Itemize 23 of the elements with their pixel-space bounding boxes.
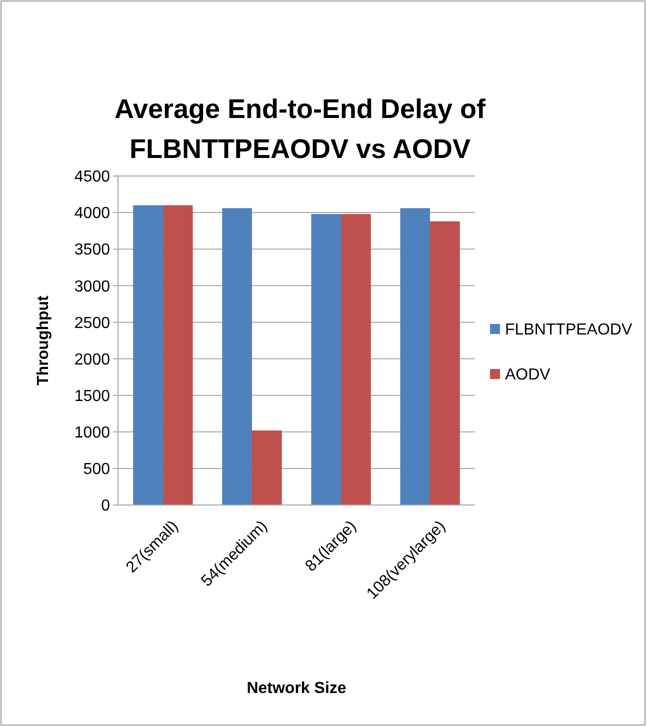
y-tick-label: 2500 [74,314,110,332]
x-axis-title: Network Size [246,680,346,697]
bar [430,221,460,505]
y-tick-label: 4500 [74,168,110,186]
y-tick-label: 3000 [74,278,110,296]
bar [341,214,371,505]
bar [162,205,193,505]
bar [400,208,430,505]
bar [311,214,342,505]
chart-title: Average End-to-End Delay of FLBNTTPEAODV vs AODV [114,94,487,164]
y-tick-label: 1000 [74,424,110,442]
y-tick-label: 0 [101,498,110,515]
y-tick-label: 1500 [74,388,110,405]
y-axis-title: Throughput [35,294,52,386]
bar [222,208,252,505]
y-tick-label: 500 [83,461,110,478]
bar [133,205,163,505]
y-tick-label: 2000 [74,351,110,368]
legend-label: FLBNTTPEAODV [505,322,632,339]
y-tick-label: 3500 [74,242,110,259]
y-tick-label: 4000 [74,205,110,222]
bar [252,430,282,505]
legend-label: AODV [505,366,551,384]
